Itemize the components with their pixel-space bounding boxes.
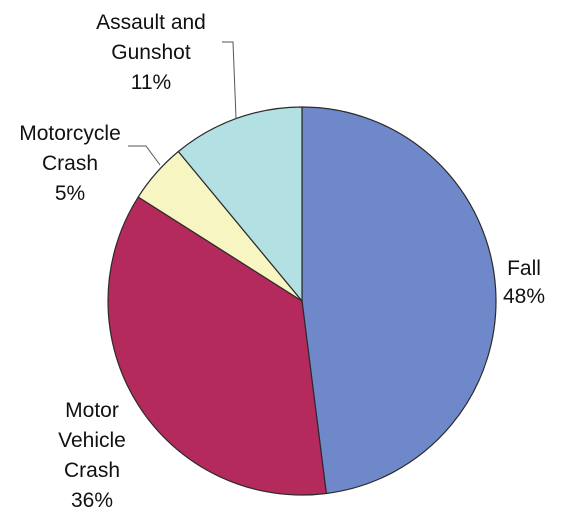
slice-label-line: Motorcycle bbox=[19, 122, 121, 145]
slice-label-assault-and-gunshot: Assault and Gunshot 11% bbox=[96, 11, 206, 94]
slice-label-line: 36% bbox=[71, 489, 113, 512]
pie-slices bbox=[107, 106, 497, 496]
pie-slice-fall bbox=[301, 106, 497, 495]
slice-label-line: 48% bbox=[503, 285, 545, 308]
slice-label-line: 11% bbox=[131, 71, 171, 94]
slice-label-line: Crash bbox=[64, 459, 120, 482]
slice-label-motor-vehicle-crash: Motor Vehicle Crash 36% bbox=[58, 399, 126, 512]
slice-label-fall: Fall 48% bbox=[503, 257, 545, 308]
leader-line-assault-and-gunshot bbox=[222, 41, 237, 119]
slice-label-motorcycle-crash: Motorcycle Crash 5% bbox=[19, 122, 121, 205]
leader-lines bbox=[128, 41, 237, 166]
pie-slice-motor-vehicle-crash bbox=[107, 196, 327, 496]
slice-label-line: Gunshot bbox=[111, 41, 191, 64]
slice-labels: Fall 48% Motor Vehicle Crash 36% Motorcycle Cra… bbox=[19, 11, 545, 512]
slice-label-line: Vehicle bbox=[58, 429, 126, 452]
leader-line-motorcycle-crash bbox=[128, 145, 161, 166]
pie-slice-assault-and-gunshot bbox=[177, 106, 303, 302]
slice-label-line: 5% bbox=[55, 182, 85, 205]
slice-label-line: Motor bbox=[65, 399, 119, 422]
slice-label-line: Fall bbox=[507, 257, 541, 280]
slice-label-line: Assault and bbox=[96, 11, 206, 34]
slice-label-line: Crash bbox=[42, 152, 98, 175]
